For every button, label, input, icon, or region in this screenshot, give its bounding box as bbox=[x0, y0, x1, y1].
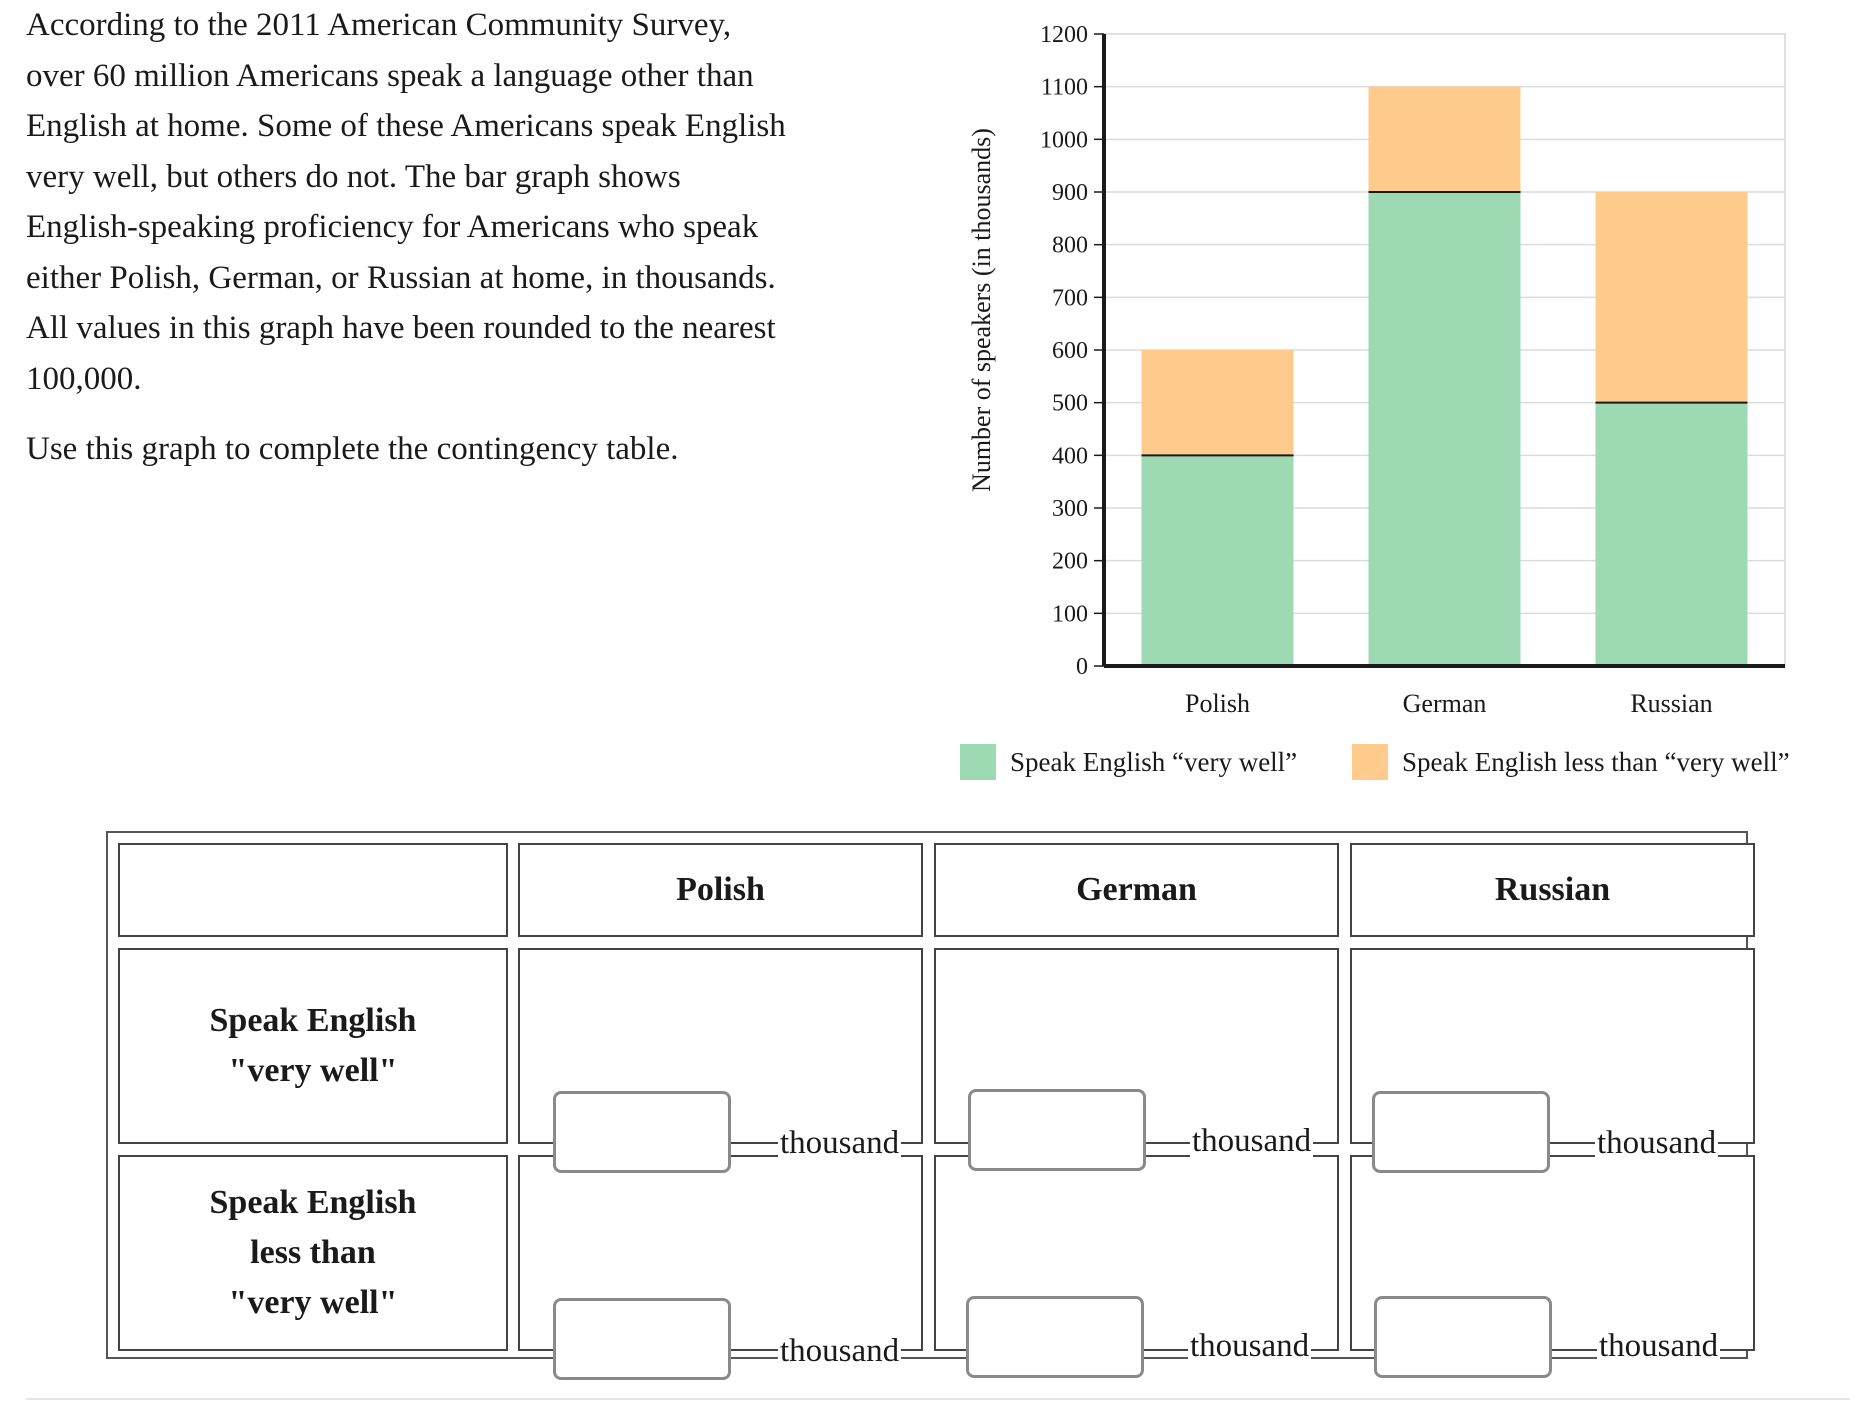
row-header-label: Speak English "very well" bbox=[120, 996, 506, 1096]
column-header-polish: Polish bbox=[518, 843, 923, 937]
answer-input-very-well-polish[interactable] bbox=[553, 1091, 731, 1173]
y-tick-label: 100 bbox=[1052, 601, 1088, 627]
row-label-line: Speak English bbox=[209, 1002, 417, 1039]
answer-input-very-well-russian[interactable] bbox=[1372, 1091, 1550, 1173]
stacked-bar-chart: 0 100 200 300 400 500 600 700 800 900 1000 1100 1200… bbox=[960, 0, 1850, 810]
y-tick-label: 500 bbox=[1052, 391, 1088, 417]
row-header-very-well: Speak English "very well" bbox=[118, 948, 508, 1144]
y-tick-label: 1000 bbox=[1040, 127, 1088, 153]
legend-item-very-well: Speak English “very well” bbox=[960, 742, 1297, 782]
unit-label-less-than-german: thousand bbox=[1188, 1328, 1312, 1364]
bar-german-series-0 bbox=[1368, 192, 1521, 666]
y-tick-label: 900 bbox=[1052, 180, 1088, 206]
y-tick-label: 400 bbox=[1052, 443, 1088, 469]
bar-german-series-1 bbox=[1368, 86, 1521, 192]
bar-russian-series-1 bbox=[1595, 192, 1748, 403]
column-header-german: German bbox=[934, 843, 1339, 937]
x-category-label: Russian bbox=[1630, 689, 1712, 718]
unit-label-less-than-russian: thousand bbox=[1597, 1328, 1721, 1364]
y-axis-title: Number of speakers (in thousands) bbox=[967, 128, 996, 492]
unit-label-very-well-polish: thousand bbox=[778, 1125, 902, 1161]
legend-item-less-than-very-well: Speak English less than “very well” bbox=[1352, 742, 1790, 782]
column-header-label: German bbox=[1076, 871, 1197, 908]
footer-divider bbox=[26, 1398, 1850, 1400]
chart-legend: Speak English “very well” Speak English … bbox=[960, 742, 1856, 792]
column-header-label: Russian bbox=[1494, 871, 1611, 908]
bar-russian-series-0 bbox=[1595, 402, 1748, 666]
bar-polish-series-0 bbox=[1141, 455, 1294, 666]
answer-input-very-well-german[interactable] bbox=[968, 1089, 1146, 1171]
answer-input-less-than-polish[interactable] bbox=[553, 1298, 731, 1380]
y-tick-label: 0 bbox=[1076, 654, 1088, 680]
x-category-label: Polish bbox=[1185, 689, 1250, 718]
legend-label-less-than-very-well: Speak English less than “very well” bbox=[1402, 746, 1790, 777]
intro-paragraph: According to the 2011 American Community… bbox=[26, 7, 786, 397]
x-category-label: German bbox=[1403, 689, 1487, 718]
chart-svg: 0 100 200 300 400 500 600 700 800 900 1000 1100 1200… bbox=[967, 22, 1786, 718]
unit-label-very-well-german: thousand bbox=[1190, 1123, 1314, 1159]
bar-polish-series-1 bbox=[1141, 350, 1294, 456]
row-label-line: "very well" bbox=[228, 1284, 398, 1321]
row-label-line: Speak English bbox=[209, 1184, 417, 1221]
contingency-table: Polish German Russian Speak English "ver… bbox=[106, 831, 1755, 1380]
table-corner-cell bbox=[118, 843, 508, 937]
question-text: According to the 2011 American Community… bbox=[26, 0, 796, 475]
unit-label-less-than-polish: thousand bbox=[778, 1333, 902, 1369]
row-label-line: "very well" bbox=[228, 1052, 398, 1089]
y-tick-label: 800 bbox=[1052, 233, 1088, 259]
y-tick-label: 200 bbox=[1052, 549, 1088, 575]
legend-label-very-well: Speak English “very well” bbox=[1010, 746, 1298, 777]
column-header-label: Polish bbox=[676, 871, 765, 908]
legend-swatch-less-than-very-well bbox=[1352, 744, 1388, 780]
answer-input-less-than-german[interactable] bbox=[966, 1296, 1144, 1378]
y-tick-label: 1100 bbox=[1041, 75, 1088, 101]
y-tick-label: 600 bbox=[1052, 338, 1088, 364]
column-header-russian: Russian bbox=[1350, 843, 1755, 937]
row-label-line: less than bbox=[250, 1234, 376, 1271]
answer-input-less-than-russian[interactable] bbox=[1374, 1296, 1552, 1378]
y-tick-label: 1200 bbox=[1040, 22, 1088, 48]
y-tick-label: 700 bbox=[1052, 285, 1088, 311]
y-tick-label: 300 bbox=[1052, 496, 1088, 522]
instruction-paragraph: Use this graph to complete the contingen… bbox=[26, 431, 679, 467]
legend-swatch-very-well bbox=[960, 744, 996, 780]
unit-label-very-well-russian: thousand bbox=[1595, 1125, 1719, 1161]
row-header-less-than-very-well: Speak English less than "very well" bbox=[118, 1155, 508, 1351]
row-header-label: Speak English less than "very well" bbox=[120, 1178, 506, 1328]
